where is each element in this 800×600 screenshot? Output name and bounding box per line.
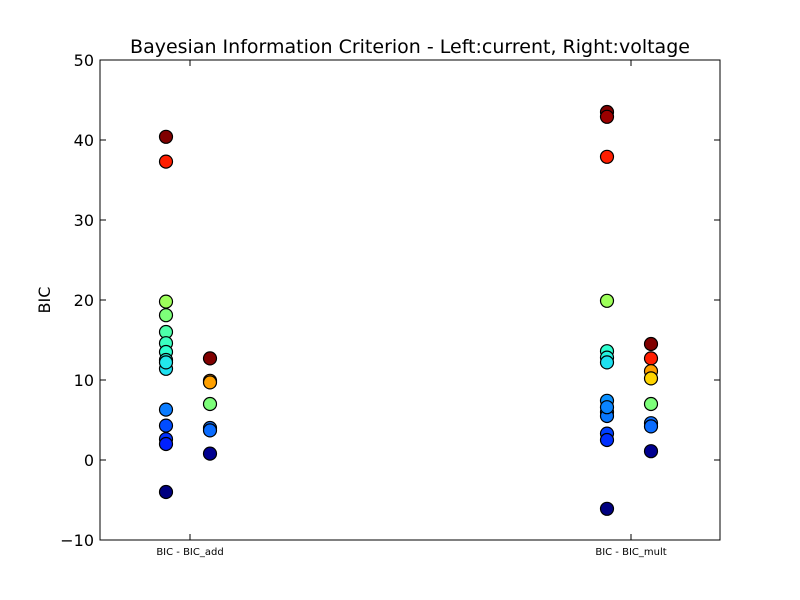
data-point	[599, 355, 615, 370]
data-point	[202, 446, 218, 461]
data-point	[158, 308, 174, 323]
y-tick-label: 10	[74, 371, 94, 390]
y-tick-label: 30	[74, 211, 94, 230]
data-point	[158, 484, 174, 500]
chart-title: Bayesian Information Criterion - Left:cu…	[130, 36, 690, 58]
data-points	[158, 104, 659, 516]
axis-ticks: −10 0 10 20 30 40 50 BIC - BIC_add BIC - BIC_mul…	[60, 51, 720, 558]
data-point	[158, 129, 174, 144]
data-point	[202, 396, 218, 412]
plot-frame	[99, 59, 721, 541]
data-point	[202, 423, 218, 438]
data-point	[202, 351, 218, 366]
data-point	[599, 109, 615, 124]
data-point	[643, 444, 659, 459]
data-point	[158, 355, 174, 370]
data-point	[599, 432, 615, 448]
data-point	[599, 149, 615, 164]
x-tick-label: BIC - BIC_mult	[595, 547, 666, 558]
y-tick-label: 20	[74, 291, 94, 310]
data-point	[643, 396, 659, 412]
data-point	[158, 154, 174, 169]
data-point	[158, 436, 174, 452]
data-point	[599, 293, 615, 308]
data-point	[643, 351, 659, 366]
data-point	[158, 402, 174, 417]
y-axis-label: BIC	[35, 287, 54, 314]
data-point	[643, 336, 659, 352]
y-tick-label: 0	[84, 451, 94, 470]
data-point	[158, 294, 174, 309]
y-tick-label: 50	[74, 51, 94, 70]
data-point	[599, 501, 615, 516]
y-tick-label: 40	[74, 131, 94, 150]
y-tick-label: −10	[60, 531, 94, 550]
data-point	[158, 418, 174, 433]
data-point	[202, 375, 218, 390]
x-tick-label: BIC - BIC_add	[156, 547, 223, 558]
data-point	[599, 400, 615, 415]
data-point	[643, 371, 659, 386]
data-point	[643, 419, 659, 434]
